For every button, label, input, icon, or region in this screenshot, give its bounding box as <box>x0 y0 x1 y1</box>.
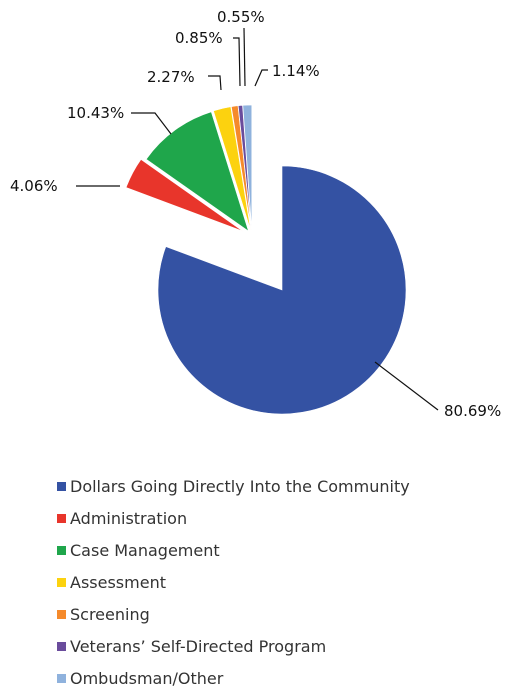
legend-item-dollars-going-directly-into-the-community: Dollars Going Directly Into the Communit… <box>57 470 410 502</box>
data-label-administration: 4.06% <box>10 177 58 195</box>
data-label-screening: 0.85% <box>175 29 223 47</box>
pie-slice-assessment <box>213 106 251 231</box>
legend-swatch <box>57 481 66 491</box>
legend-label: Assessment <box>70 572 166 592</box>
pie-chart: 80.69% 4.06% 10.43% 2.27% 0.85% 0.55% 1.14% <box>10 8 501 420</box>
legend-label: Screening <box>70 604 150 624</box>
pie-slice-dollars-going-directly-into-the-community <box>157 165 407 415</box>
data-label-ombudsman-other: 1.14% <box>272 62 320 80</box>
leader-line-case-management <box>131 112 172 135</box>
legend-swatch <box>57 641 66 651</box>
legend-swatch <box>57 609 66 619</box>
data-label-case-management: 10.43% <box>67 104 124 122</box>
legend-label: Ombudsman/Other <box>70 668 224 688</box>
legend-label: Veterans’ Self-Directed Program <box>70 636 327 656</box>
data-label-dollars-going-directly-into-the-community: 80.69% <box>444 402 501 420</box>
legend-swatch <box>57 545 66 555</box>
pie-slice-veterans-self-directed-program <box>237 105 252 231</box>
leader-line-screening <box>233 37 241 87</box>
pie-slice-administration <box>125 158 244 232</box>
leader-line-veterans-self-directed-program <box>243 27 246 87</box>
data-label-veterans-self-directed-program: 0.55% <box>217 8 265 26</box>
legend-label: Case Management <box>70 540 220 560</box>
data-label-assessment: 2.27% <box>147 68 195 86</box>
legend-item-veterans-self-directed-program: Veterans’ Self-Directed Program <box>57 630 410 662</box>
legend-label: Administration <box>70 508 188 528</box>
legend-item-assessment: Assessment <box>57 566 410 598</box>
leader-line-ombudsman-other <box>254 69 268 87</box>
legend-item-administration: Administration <box>57 502 410 534</box>
legend-item-screening: Screening <box>57 598 410 630</box>
legend-item-ombudsman-other: Ombudsman/Other <box>57 662 410 694</box>
pie-slice-case-management <box>145 111 250 232</box>
legend-swatch <box>57 513 66 523</box>
legend-swatch <box>57 673 66 683</box>
legend: Dollars Going Directly Into the Communit… <box>57 470 410 694</box>
legend-label: Dollars Going Directly Into the Communit… <box>70 476 410 496</box>
pie-slice-ombudsman-other <box>242 104 253 231</box>
leader-line-assessment <box>208 75 222 91</box>
leader-line-dollars-going-directly-into-the-community <box>374 361 439 411</box>
legend-swatch <box>57 577 66 587</box>
legend-item-case-management: Case Management <box>57 534 410 566</box>
